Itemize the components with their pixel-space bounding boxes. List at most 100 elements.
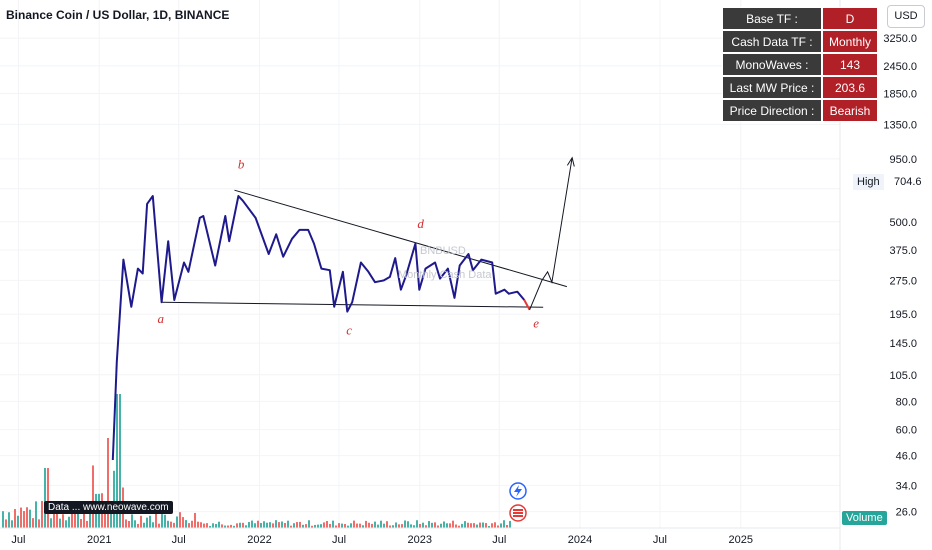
volume-bar	[137, 523, 139, 528]
volume-bar	[494, 522, 496, 528]
flag-icon[interactable]	[509, 504, 527, 522]
trendline	[161, 301, 544, 308]
volume-bar	[302, 524, 304, 528]
x-tick-label: 2021	[87, 534, 111, 546]
volume-bar	[32, 518, 34, 528]
volume-badge[interactable]: Volume	[842, 511, 887, 525]
volume-bar	[227, 525, 229, 528]
volume-bar	[47, 468, 49, 528]
volume-bar	[59, 518, 61, 528]
volume-bar	[362, 525, 364, 528]
volume-bar	[395, 522, 397, 528]
row-value: Bearish	[822, 99, 878, 122]
x-tick-label: 2023	[408, 534, 432, 546]
volume-bar	[446, 523, 448, 528]
volume-bar	[308, 520, 310, 528]
volume-bar	[266, 522, 268, 528]
volume-bar	[83, 512, 85, 528]
volume-bar	[110, 503, 112, 528]
volume-bar	[20, 507, 22, 528]
volume-bar	[380, 520, 382, 528]
last-wave-segment	[523, 299, 531, 311]
y-tick-label: 275.0	[889, 275, 917, 287]
watermark-subtitle: Monthly Cash Data	[398, 269, 492, 281]
volume-bar	[356, 523, 358, 528]
volume-bar	[431, 522, 433, 528]
y-tick-label: 26.0	[896, 507, 917, 519]
volume-bar	[230, 524, 232, 528]
volume-bar	[485, 523, 487, 528]
volume-bar	[206, 523, 208, 528]
row-key: MonoWaves :	[722, 53, 822, 76]
volume-bar	[488, 525, 490, 528]
volume-bar	[191, 520, 193, 528]
y-tick-label: 195.0	[889, 309, 917, 321]
volume-bar	[299, 521, 301, 528]
volume-bar	[233, 525, 235, 528]
volume-bar	[509, 520, 511, 528]
wave-line	[111, 195, 526, 461]
volume-bar	[500, 523, 502, 528]
volume-bar	[77, 505, 79, 528]
lightning-icon[interactable]	[509, 482, 527, 500]
volume-bar	[257, 520, 259, 528]
volume-bar	[473, 523, 475, 528]
volume-bar	[269, 522, 271, 528]
x-tick-label: 2025	[729, 534, 753, 546]
x-tick-label: Jul	[332, 534, 346, 546]
volume-bar	[419, 523, 421, 528]
wave-label: d	[417, 216, 424, 231]
volume-bar	[314, 524, 316, 528]
volume-bar	[434, 522, 436, 528]
volume-bar	[182, 517, 184, 528]
volume-bar	[236, 523, 238, 528]
row-value: Monthly	[822, 30, 878, 53]
volume-bar	[359, 523, 361, 528]
volume-bar	[38, 519, 40, 528]
volume-bar	[152, 522, 154, 528]
volume-bar	[263, 521, 265, 528]
volume-bar	[272, 523, 274, 528]
volume-bar	[278, 522, 280, 528]
y-tick-label: 34.0	[896, 480, 917, 492]
volume-bar	[134, 520, 136, 528]
volume-bar	[29, 509, 31, 528]
wave-label: b	[238, 157, 245, 172]
volume-bar	[242, 522, 244, 528]
volume-bar	[41, 500, 43, 528]
volume-bar	[275, 520, 277, 528]
volume-bar	[68, 516, 70, 528]
volume-bar	[365, 520, 367, 528]
volume-bar	[350, 523, 352, 528]
volume-bar	[44, 468, 46, 528]
volume-bar	[368, 522, 370, 528]
volume-bar	[413, 525, 415, 528]
x-tick-label: 2022	[247, 534, 271, 546]
chart-title: Binance Coin / US Dollar, 1D, BINANCE	[6, 8, 230, 22]
volume-bar	[344, 524, 346, 528]
volume-bar	[209, 525, 211, 528]
volume-bar	[422, 522, 424, 528]
volume-bar	[323, 522, 325, 528]
volume-bar	[371, 523, 373, 528]
volume-bar	[338, 523, 340, 528]
volume-bar	[287, 520, 289, 528]
volume-bar	[185, 520, 187, 528]
volume-bar	[440, 523, 442, 528]
trendline	[234, 189, 568, 288]
volume-bar	[383, 523, 385, 528]
volume-bar	[410, 524, 412, 528]
wave-label: e	[533, 316, 539, 331]
volume-bar	[455, 524, 457, 528]
volume-bar	[398, 524, 400, 528]
currency-button[interactable]: USD	[887, 5, 925, 28]
volume-bar	[470, 523, 472, 528]
volume-bar	[221, 524, 223, 528]
volume-bar	[284, 522, 286, 528]
volume-bar	[239, 522, 241, 528]
volume-bar	[188, 523, 190, 528]
volume-bar	[125, 519, 127, 528]
table-row: Price Direction : Bearish	[722, 99, 878, 122]
x-tick-label: Jul	[172, 534, 186, 546]
